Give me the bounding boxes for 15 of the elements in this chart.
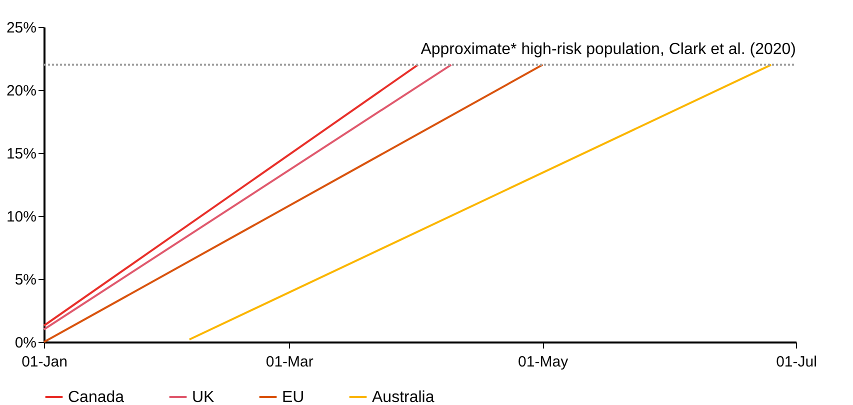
y-tick-label: 10% [6, 208, 36, 226]
y-tick-label: 5% [14, 272, 36, 288]
legend-label: UK [192, 389, 215, 405]
y-tick-label: 15% [6, 146, 36, 162]
x-tick-label: 01-Jan [22, 354, 68, 370]
ref-line-label: Approximate* high-risk population, Clark et al. (2020) [420, 40, 796, 58]
y-tick-label: 0% [14, 334, 36, 352]
y-tick-label: 20% [6, 82, 36, 100]
legend-label: Canada [68, 389, 124, 405]
x-tick-label: 01-Mar [266, 354, 314, 370]
legend-label: EU [282, 389, 304, 405]
y-tick-label: 25% [6, 20, 36, 36]
x-tick-label: 01-May [518, 354, 569, 370]
legend-label: Australia [372, 389, 434, 405]
x-tick-label: 01-Jul [776, 354, 817, 370]
